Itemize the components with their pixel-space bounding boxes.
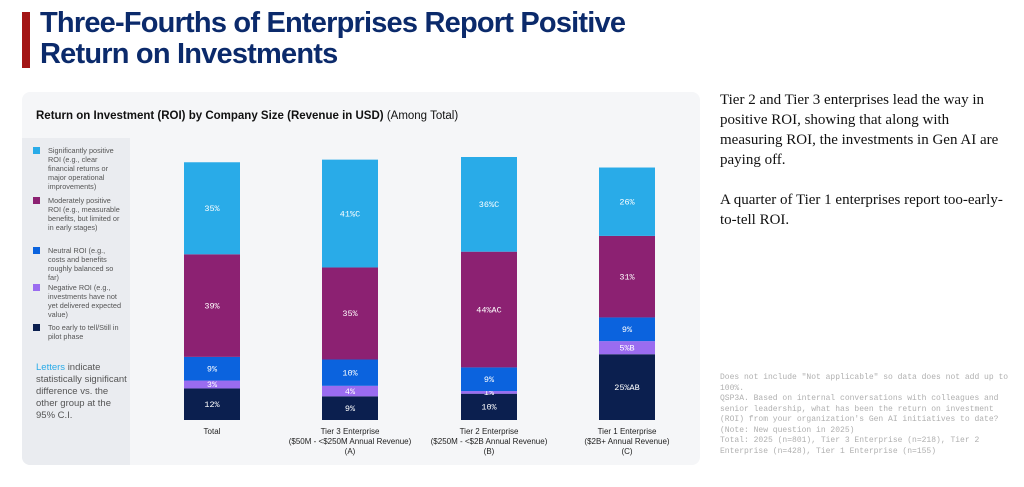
category-label: (B) (484, 447, 495, 456)
bar-segment (322, 159, 378, 268)
legend-swatch (33, 197, 40, 204)
category-label: Tier 3 Enterprise (321, 427, 380, 436)
value-label: 31% (619, 272, 635, 282)
bar-segment (184, 254, 240, 357)
category-label: (C) (621, 447, 632, 456)
bar-segment (461, 391, 517, 394)
legend-swatch (33, 147, 40, 154)
legend-item: Too early to tell/Still in pilot phase (33, 323, 123, 341)
chart-title: Return on Investment (ROI) by Company Si… (36, 110, 458, 122)
value-label: 35% (342, 309, 358, 319)
chart-title-text: Return on Investment (ROI) by Company Si… (36, 110, 384, 122)
significance-note: Letters indicate statistically significa… (36, 362, 128, 422)
value-label: 44%AC (476, 305, 502, 315)
value-label: 12% (204, 400, 220, 410)
footnote-line: (Note: New question in 2025) (720, 425, 855, 435)
category-label: ($2B+ Annual Revenue) (584, 437, 670, 446)
value-label: 26% (619, 197, 635, 207)
value-label: 41%C (340, 209, 360, 219)
bar-segment (461, 251, 517, 368)
category-label: Total (204, 427, 221, 436)
bar-segment (599, 167, 655, 236)
legend-swatch (33, 324, 40, 331)
title-accent (22, 12, 30, 68)
legend-label: Negative ROI (e.g., investments have not… (48, 283, 122, 319)
side-paragraph: Tier 2 and Tier 3 enterprises lead the w… (720, 92, 999, 168)
side-paragraph: A quarter of Tier 1 enterprises report t… (720, 192, 1003, 228)
bar-segment (322, 359, 378, 386)
legend-item: Moderately positive ROI (e.g., measurabl… (33, 196, 123, 232)
bar-segment (599, 235, 655, 318)
legend-label: Significantly positive ROI (e.g., clear … (48, 146, 114, 191)
footnote-line: QSP3A. Based on internal conversations w… (720, 394, 999, 424)
note-text: indicate statistically significant diffe… (36, 362, 127, 421)
bar-segment (599, 317, 655, 342)
legend-label: Moderately positive ROI (e.g., measurabl… (48, 196, 120, 232)
legend-item: Significantly positive ROI (e.g., clear … (33, 146, 123, 191)
value-label: 4% (345, 387, 356, 397)
value-label: 36%C (479, 200, 499, 210)
value-label: 9% (484, 375, 495, 385)
footnote: Does not include "Not applicable" so dat… (720, 373, 1010, 457)
legend-item: Negative ROI (e.g., investments have not… (33, 283, 123, 319)
legend-swatch (33, 247, 40, 254)
legend-swatch (33, 284, 40, 291)
category-label: ($250M - <$2B Annual Revenue) (431, 437, 548, 446)
value-label: 9% (622, 325, 633, 335)
slide-title: Three-Fourths of Enterprises Report Posi… (40, 7, 626, 70)
bar-segment (322, 267, 378, 360)
bar-segment (184, 162, 240, 255)
bar-segment (322, 385, 378, 397)
bar-segment (461, 367, 517, 392)
value-label: 5%B (619, 343, 634, 353)
category-label: (A) (345, 447, 356, 456)
side-text: Tier 2 and Tier 3 enterprises lead the w… (720, 90, 1005, 250)
bar-segment (599, 354, 655, 420)
category-label: Tier 2 Enterprise (460, 427, 519, 436)
footnote-line: Total: 2025 (n=801), Tier 3 Enterprise (… (720, 436, 980, 456)
legend-label: Neutral ROI (e.g., costs and benefits ro… (48, 246, 114, 282)
value-label: 39% (204, 301, 220, 311)
category-label: ($50M - <$250M Annual Revenue) (289, 437, 412, 446)
category-label: Tier 1 Enterprise (598, 427, 657, 436)
value-label: 9% (345, 404, 356, 414)
note-highlight: Letters (36, 362, 66, 373)
value-label: 9% (207, 364, 218, 374)
bar-segment (184, 356, 240, 381)
bar-segment (322, 396, 378, 420)
bar-segment (184, 380, 240, 389)
chart-subtitle: (Among Total) (386, 110, 459, 122)
bar-segment (461, 393, 517, 420)
value-label: 25%AB (614, 383, 640, 393)
legend-label: Too early to tell/Still in pilot phase (48, 323, 119, 341)
value-label: 3% (207, 380, 218, 390)
footnote-line: Does not include "Not applicable" so dat… (720, 373, 1009, 393)
value-label: 10% (342, 368, 358, 378)
bar-segment (184, 388, 240, 420)
title-line: Return on Investments (40, 38, 338, 70)
bar-segment (461, 157, 517, 252)
bar-segment (599, 341, 655, 355)
value-label: 1% (484, 388, 495, 398)
title-line: Three-Fourths of Enterprises Report Posi… (40, 7, 626, 39)
legend-panel (22, 138, 130, 465)
value-label: 35% (204, 204, 220, 214)
value-label: 10% (481, 403, 497, 413)
legend-item: Neutral ROI (e.g., costs and benefits ro… (33, 246, 123, 282)
